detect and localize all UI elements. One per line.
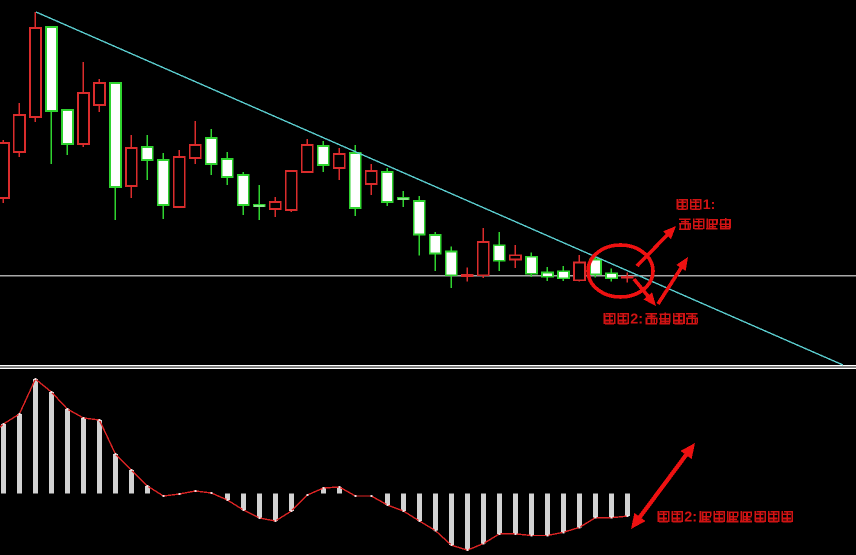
svg-text:1:: 1: [703, 197, 716, 213]
svg-text:2:: 2: [684, 509, 697, 525]
svg-text:2:: 2: [630, 311, 643, 327]
